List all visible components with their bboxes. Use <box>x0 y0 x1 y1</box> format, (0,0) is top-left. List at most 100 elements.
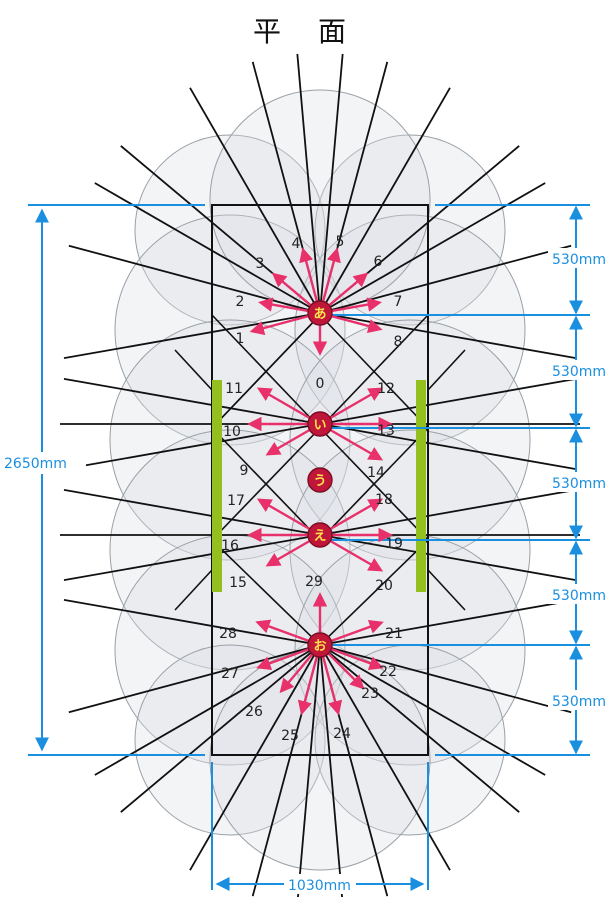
projection-ray <box>296 53 321 314</box>
direction-label-13: 13 <box>377 423 395 439</box>
direction-arrow-15 <box>265 539 311 567</box>
direction-label-29: 29 <box>305 574 323 590</box>
projection-ray <box>319 377 577 425</box>
projection-ray <box>319 534 577 582</box>
direction-arrow-12 <box>329 387 384 420</box>
node-a <box>307 300 333 326</box>
projection-ray <box>120 644 321 813</box>
projection-ray <box>319 644 572 714</box>
direction-label-16: 16 <box>221 538 239 554</box>
direction-arrow-11 <box>256 387 311 420</box>
projection-ray <box>63 598 321 646</box>
projection-ray <box>297 644 321 897</box>
node-label-i: い <box>313 418 326 433</box>
left-panel <box>212 380 222 592</box>
coverage-circle <box>134 644 326 836</box>
direction-arrow-28 <box>255 619 310 643</box>
coverage-circle <box>294 214 526 446</box>
direction-label-21: 21 <box>385 626 403 642</box>
node-i <box>307 411 333 437</box>
direction-label-22: 22 <box>379 664 397 680</box>
direction-label-26: 26 <box>245 704 263 720</box>
projection-ray <box>319 423 577 471</box>
direction-label-15: 15 <box>229 575 247 591</box>
direction-arrow-6 <box>328 272 369 307</box>
total-height-label: 2650mm <box>4 456 67 472</box>
projection-ray <box>319 598 577 646</box>
direction-label-8: 8 <box>394 334 403 350</box>
direction-label-14: 14 <box>367 465 385 481</box>
node-label-e: え <box>313 529 326 544</box>
projection-ray <box>319 53 344 314</box>
width-label: 1030mm <box>288 878 351 894</box>
projection-ray <box>319 644 546 776</box>
projection-ray <box>63 423 321 471</box>
direction-arrow-23 <box>327 652 365 690</box>
direction-arrow-14 <box>329 428 384 461</box>
projection-ray <box>63 534 321 582</box>
projection-ray <box>63 488 321 536</box>
direction-arrow-5 <box>321 247 341 302</box>
direction-label-12: 12 <box>377 381 395 397</box>
node-e <box>307 522 333 548</box>
direction-label-9: 9 <box>240 463 249 479</box>
projection-ray <box>68 244 321 314</box>
coverage-circle <box>114 214 346 446</box>
node-label-o: お <box>313 639 326 654</box>
direction-label-5: 5 <box>336 234 345 250</box>
node-label-u: う <box>313 474 326 489</box>
direction-label-3: 3 <box>256 256 265 272</box>
direction-label-18: 18 <box>375 492 393 508</box>
projection-ray <box>319 87 451 314</box>
direction-arrow-2 <box>258 297 309 313</box>
projection-ray <box>319 644 520 813</box>
direction-label-4: 4 <box>292 236 301 252</box>
direction-arrow-1 <box>249 314 309 336</box>
projection-ray <box>189 87 321 314</box>
coverage-circle <box>209 89 431 311</box>
coverage-circle <box>209 649 431 871</box>
right-panel <box>416 380 426 592</box>
direction-label-23: 23 <box>361 686 379 702</box>
segment-label-1: 530mm <box>552 252 606 268</box>
direction-label-25: 25 <box>281 728 299 744</box>
direction-arrow-8 <box>331 314 383 334</box>
node-u <box>307 467 333 493</box>
direction-arrow-22 <box>330 647 384 671</box>
direction-arrow-18 <box>329 498 384 531</box>
direction-arrow-25 <box>297 656 319 716</box>
projection-rays <box>60 53 580 897</box>
projection-ray <box>63 377 321 425</box>
projection-ray <box>94 644 321 776</box>
segment-label-3: 530mm <box>552 476 606 492</box>
coverage-circles <box>109 89 531 871</box>
direction-label-7: 7 <box>394 294 403 310</box>
projection-ray <box>319 488 577 536</box>
direction-label-10: 10 <box>223 424 241 440</box>
direction-arrow-4 <box>299 247 319 302</box>
projection-ray <box>63 312 321 360</box>
direction-arrow-24 <box>321 656 343 716</box>
direction-arrow-21 <box>330 619 384 643</box>
segment-label-2: 530mm <box>552 364 606 380</box>
direction-label-2: 2 <box>236 294 245 310</box>
node-o <box>307 632 333 658</box>
direction-arrow-9 <box>265 428 311 456</box>
direction-arrows <box>247 247 393 716</box>
direction-arrow-17 <box>256 498 311 531</box>
projection-ray <box>68 644 321 714</box>
direction-label-28: 28 <box>219 626 237 642</box>
direction-arrow-3 <box>271 272 312 307</box>
direction-arrow-20 <box>329 539 384 572</box>
direction-label-27: 27 <box>221 666 239 682</box>
projection-ray <box>319 244 572 314</box>
direction-label-24: 24 <box>333 726 351 742</box>
projection-ray <box>319 644 343 897</box>
direction-label-19: 19 <box>385 536 403 552</box>
projection-ray <box>319 312 577 360</box>
direction-label-11: 11 <box>225 381 243 397</box>
direction-arrow-26 <box>279 653 314 694</box>
